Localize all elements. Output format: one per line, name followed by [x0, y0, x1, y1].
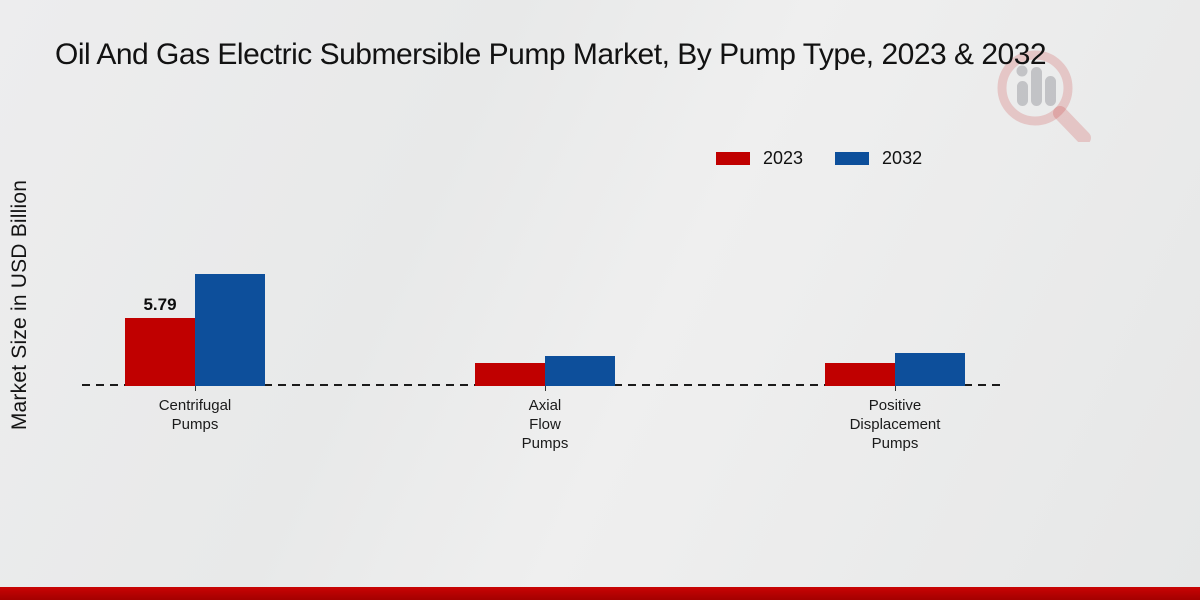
- x-axis-tick-axial-flow-pumps: [544, 386, 546, 391]
- legend-item-2023: 2023: [716, 148, 803, 169]
- legend-label-2032: 2032: [882, 148, 923, 168]
- legend-label-2023: 2023: [763, 148, 804, 168]
- category-label-centrifugal-pumps: Centrifugal Pumps: [158, 397, 232, 433]
- bar-2023-axial-flow-pumps: [475, 362, 545, 386]
- bar-2023-positive-displacement-pumps: [825, 363, 895, 386]
- bar-2032-axial-flow-pumps: [545, 355, 615, 386]
- magnifier-bar-chart-logo-icon: [997, 50, 1091, 142]
- legend-swatch-2032-icon: [835, 152, 870, 165]
- category-label-axial-flow-pumps: Axial Flow Pumps: [521, 397, 569, 452]
- bar-2032-centrifugal-pumps: [195, 274, 265, 386]
- bar-value-label-2023-centrifugal-pumps: 5.79: [143, 295, 177, 315]
- x-axis-tick-centrifugal-pumps: [194, 386, 196, 391]
- legend: 2023 2032: [716, 148, 922, 169]
- category-label-positive-displacement-pumps: Positive Displacement Pumps: [849, 397, 941, 452]
- footer-red-strip: [0, 587, 1200, 600]
- x-axis-tick-positive-displacement-pumps: [894, 386, 896, 391]
- bar-2032-positive-displacement-pumps: [895, 353, 965, 386]
- bar-2023-centrifugal-pumps: [125, 318, 195, 386]
- legend-swatch-2023-icon: [716, 152, 750, 165]
- chart-title: Oil And Gas Electric Submersible Pump Ma…: [55, 38, 1047, 71]
- legend-item-2032: 2032: [835, 148, 922, 169]
